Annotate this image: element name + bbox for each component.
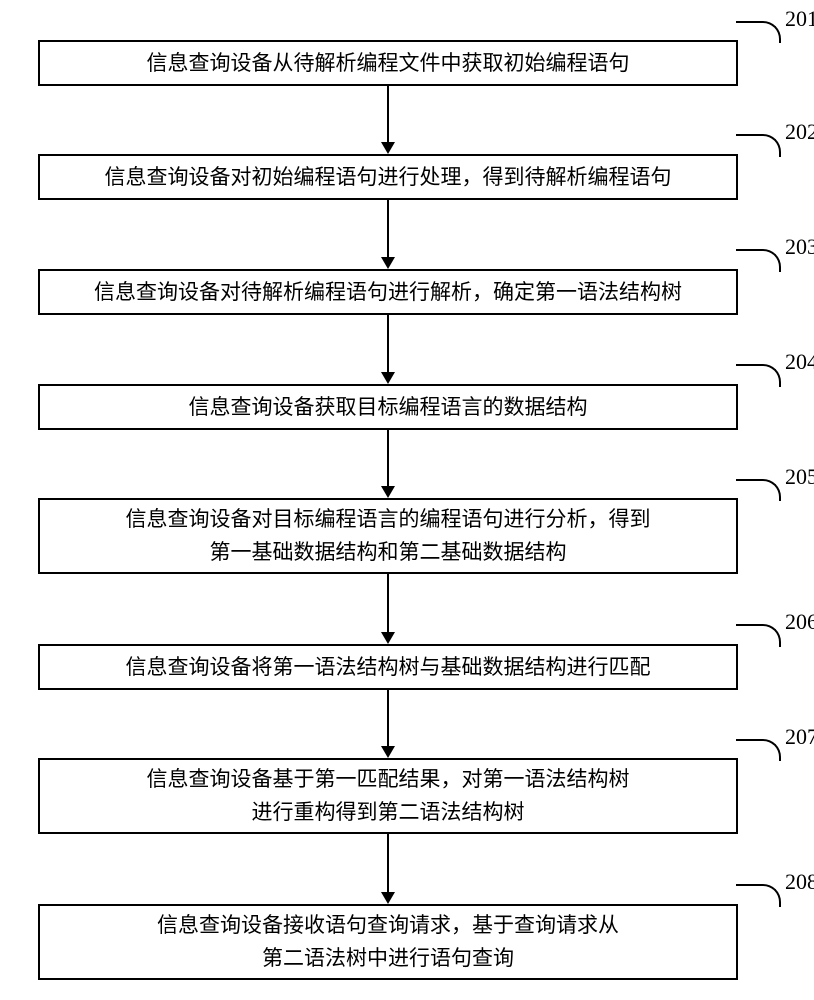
flow-step-204: 信息查询设备获取目标编程语言的数据结构	[38, 384, 738, 430]
flow-step-203: 信息查询设备对待解析编程语句进行解析，确定第一语法结构树	[38, 269, 738, 315]
step-label-201: 201	[785, 6, 814, 32]
flow-step-text: 信息查询设备将第一语法结构树与基础数据结构进行匹配	[126, 651, 651, 684]
step-label-203: 203	[785, 234, 814, 260]
step-label-207: 207	[785, 724, 814, 750]
step-leader-204	[736, 364, 781, 387]
flow-step-text: 信息查询设备获取目标编程语言的数据结构	[189, 391, 588, 424]
step-leader-201	[736, 21, 781, 43]
flow-step-text: 信息查询设备对目标编程语言的编程语句进行分析，得到 第一基础数据结构和第二基础数…	[126, 503, 651, 568]
step-leader-205	[736, 479, 781, 501]
arrow-206-207	[387, 690, 389, 756]
step-leader-207	[736, 739, 781, 761]
flow-step-206: 信息查询设备将第一语法结构树与基础数据结构进行匹配	[38, 644, 738, 690]
step-label-204: 204	[785, 349, 814, 375]
flow-step-text: 信息查询设备从待解析编程文件中获取初始编程语句	[147, 47, 630, 80]
flow-step-text: 信息查询设备基于第一匹配结果，对第一语法结构树 进行重构得到第二语法结构树	[147, 763, 630, 828]
flow-step-205: 信息查询设备对目标编程语言的编程语句进行分析，得到 第一基础数据结构和第二基础数…	[38, 498, 738, 574]
flow-step-201: 信息查询设备从待解析编程文件中获取初始编程语句	[38, 40, 738, 86]
flow-step-202: 信息查询设备对初始编程语句进行处理，得到待解析编程语句	[38, 154, 738, 200]
arrow-203-204	[387, 315, 389, 382]
flow-step-text: 信息查询设备对待解析编程语句进行解析，确定第一语法结构树	[94, 276, 682, 309]
arrow-205-206	[387, 574, 389, 642]
arrow-202-203	[387, 200, 389, 267]
flow-step-text: 信息查询设备对初始编程语句进行处理，得到待解析编程语句	[105, 161, 672, 194]
arrow-201-202	[387, 86, 389, 152]
step-label-205: 205	[785, 464, 814, 490]
arrow-207-208	[387, 834, 389, 902]
step-label-206: 206	[785, 609, 814, 635]
flow-step-208: 信息查询设备接收语句查询请求，基于查询请求从 第二语法树中进行语句查询	[38, 904, 738, 980]
step-label-208: 208	[785, 869, 814, 895]
arrow-204-205	[387, 430, 389, 496]
step-leader-208	[736, 884, 781, 907]
flow-step-207: 信息查询设备基于第一匹配结果，对第一语法结构树 进行重构得到第二语法结构树	[38, 758, 738, 834]
step-leader-206	[736, 624, 781, 647]
flow-step-text: 信息查询设备接收语句查询请求，基于查询请求从 第二语法树中进行语句查询	[157, 909, 619, 974]
step-label-202: 202	[785, 119, 814, 145]
step-leader-203	[736, 249, 781, 272]
step-leader-202	[736, 134, 781, 157]
